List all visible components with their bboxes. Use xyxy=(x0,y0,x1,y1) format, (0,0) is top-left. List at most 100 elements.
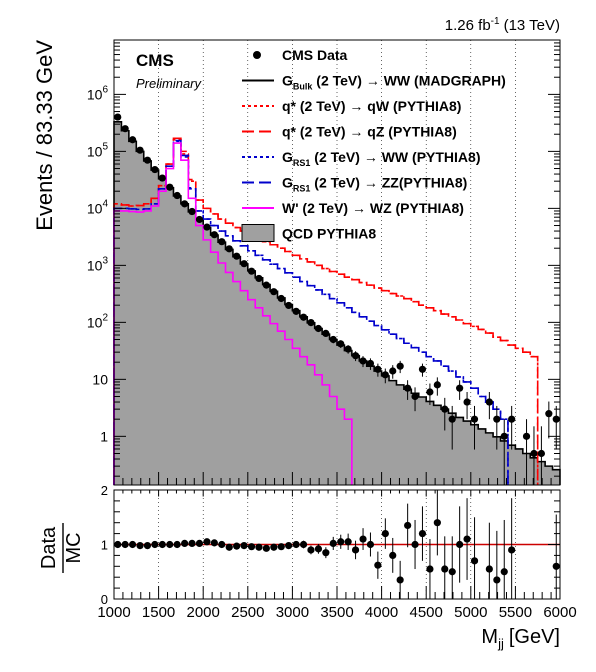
ratio-point xyxy=(500,568,508,576)
ratio-y-tick-label: 0 xyxy=(101,592,108,607)
data-point xyxy=(270,288,278,296)
ratio-point xyxy=(433,519,441,527)
ratio-y-tick-label: 2 xyxy=(101,483,108,498)
lumi-exponent: -1 xyxy=(491,16,500,27)
data-point xyxy=(121,125,129,133)
data-point xyxy=(247,267,256,275)
legend-label: QCD PYTHIA8 xyxy=(282,226,376,242)
x-tick-label: 3500 xyxy=(320,604,353,621)
data-point xyxy=(426,388,434,396)
data-point xyxy=(500,432,508,440)
x-axis-label-unit: [GeV] xyxy=(509,626,560,648)
x-tick-label: 4500 xyxy=(410,604,443,621)
ratio-point xyxy=(151,540,159,549)
data-point xyxy=(485,398,493,406)
data-point xyxy=(158,174,166,182)
data-point xyxy=(322,329,330,337)
ratio-point xyxy=(344,538,352,546)
ratio-point xyxy=(188,539,196,548)
cms-label: CMS xyxy=(136,51,174,70)
legend-entry-qstar_qw: q* (2 TeV) → qW (PYTHIA8) xyxy=(242,98,461,114)
ratio-y-label-numerator: Data xyxy=(38,526,60,569)
signal-histogram-1 xyxy=(113,121,561,485)
data-point xyxy=(136,146,144,154)
data-point xyxy=(366,359,375,368)
data-points xyxy=(114,113,560,485)
data-point xyxy=(181,200,189,208)
signal-histograms xyxy=(113,121,561,485)
data-point xyxy=(225,245,233,253)
main-y-tick-label: 105 xyxy=(87,141,109,159)
ratio-point xyxy=(270,543,278,551)
data-point xyxy=(411,392,419,401)
y-axis-label: Events / 83.33 GeV xyxy=(32,40,57,231)
main-y-tick-label: 106 xyxy=(87,84,109,102)
data-point xyxy=(240,260,248,268)
signal-histogram-3 xyxy=(113,137,539,485)
main-panel-ticks xyxy=(113,39,561,599)
signal-histogram-5 xyxy=(113,139,509,485)
ratio-point xyxy=(411,540,419,549)
main-panel: 1 10 102 103 104 105 106 Events / 83.33 GeV CM… xyxy=(32,39,561,599)
data-point xyxy=(463,398,471,406)
ratio-y-label-denominator: MC xyxy=(63,532,85,563)
ratio-point xyxy=(173,540,181,549)
ratio-point xyxy=(322,549,330,557)
data-point xyxy=(329,335,337,344)
x-axis-label-subscript: jj xyxy=(497,636,504,651)
data-point xyxy=(374,365,382,373)
data-point xyxy=(166,183,174,191)
ratio-point xyxy=(463,535,471,543)
lumi-energy: (13 TeV) xyxy=(504,17,560,34)
ratio-point xyxy=(374,561,382,569)
data-point xyxy=(307,319,315,327)
data-point xyxy=(508,415,516,423)
data-point xyxy=(195,215,204,224)
x-tick-label: 3000 xyxy=(276,604,309,621)
legend-entry-grs1_zz: GRS1 (2 TeV) → ZZ(PYTHIA8) xyxy=(242,175,467,194)
ratio-point xyxy=(314,545,323,553)
data-point xyxy=(255,274,263,283)
data-point xyxy=(418,365,427,373)
x-axis-label-main: M xyxy=(481,626,498,648)
ratio-point xyxy=(381,530,389,538)
x-tick-label: 5000 xyxy=(454,604,487,621)
data-point xyxy=(545,410,553,418)
data-point xyxy=(404,384,412,392)
ratio-point xyxy=(389,551,397,560)
ratio-point xyxy=(225,543,233,551)
x-tick-label: 1000 xyxy=(97,604,130,621)
data-point xyxy=(441,405,449,413)
data-point xyxy=(151,165,159,174)
x-tick-label: 5500 xyxy=(499,604,532,621)
ratio-point xyxy=(255,543,263,551)
ratio-point xyxy=(240,541,248,550)
data-point xyxy=(262,281,270,289)
data-point xyxy=(292,307,300,315)
data-point xyxy=(285,301,293,310)
data-point xyxy=(448,415,456,423)
data-point xyxy=(188,207,196,216)
ratio-point xyxy=(299,540,308,549)
ratio-point xyxy=(441,565,449,573)
ratio-point xyxy=(285,541,293,550)
ratio-point xyxy=(218,540,226,549)
main-y-tick-labels: 1 10 102 103 104 105 106 xyxy=(87,84,109,444)
data-point xyxy=(396,362,404,370)
ratio-point xyxy=(277,543,285,551)
lumi-value: 1.26 fb xyxy=(445,17,491,34)
legend-entry-qstar_qz: q* (2 TeV) → qZ (PYTHIA8) xyxy=(242,124,457,140)
preliminary-label: Preliminary xyxy=(136,76,203,91)
legend-entry-gbulk: GBulk (2 TeV) → WW (MADGRAPH) xyxy=(242,73,506,92)
legend: CMS Data GBulk (2 TeV) → WW (MADGRAPH) q* … xyxy=(241,47,506,242)
data-point xyxy=(389,367,397,375)
ratio-point xyxy=(351,546,360,554)
ratio-point xyxy=(233,542,241,550)
ratio-point xyxy=(262,544,270,552)
ratio-point xyxy=(158,540,166,549)
main-y-tick-label: 104 xyxy=(87,198,109,216)
legend-entry-wprime: W' (2 TeV) → WZ (PYTHIA8) xyxy=(242,200,464,216)
data-point xyxy=(470,415,479,423)
data-point xyxy=(344,345,352,353)
